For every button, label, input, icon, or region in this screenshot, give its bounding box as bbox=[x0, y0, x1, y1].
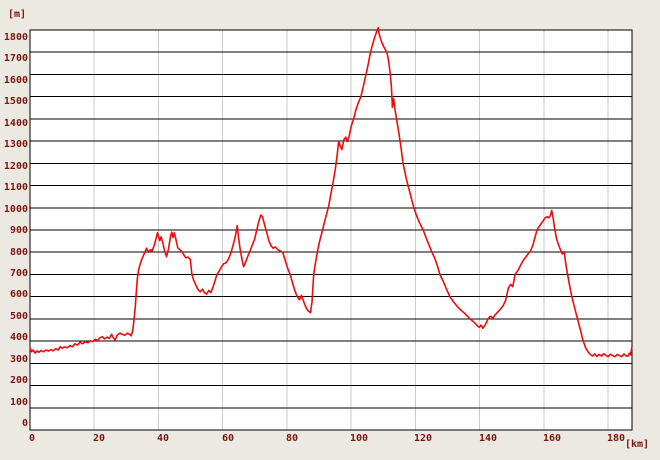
x-tick-label: 0 bbox=[29, 433, 36, 444]
x-tick-label: 20 bbox=[93, 433, 106, 444]
y-tick-label: 1800 bbox=[3, 32, 28, 43]
y-tick-label: 1400 bbox=[3, 118, 28, 129]
elevation-profile-line bbox=[29, 27, 633, 358]
plot-border bbox=[29, 29, 633, 431]
x-tick-label: 140 bbox=[479, 433, 498, 444]
y-tick-label: 100 bbox=[9, 397, 28, 408]
y-tick-label: 300 bbox=[9, 354, 28, 365]
y-tick-label: 1200 bbox=[3, 161, 28, 172]
x-tick-label: 60 bbox=[222, 433, 235, 444]
y-tick-label: 1000 bbox=[3, 204, 28, 215]
x-tick-label: 100 bbox=[350, 433, 369, 444]
y-tick-label: 1100 bbox=[3, 182, 28, 193]
y-tick-label: 0 bbox=[21, 418, 28, 429]
y-tick-label: 1300 bbox=[3, 139, 28, 150]
x-tick-label: 40 bbox=[157, 433, 170, 444]
y-tick-label: 900 bbox=[9, 225, 28, 236]
x-tick-label: 180 bbox=[607, 433, 626, 444]
y-tick-label: 600 bbox=[9, 289, 28, 300]
x-tick-label: 120 bbox=[414, 433, 433, 444]
y-tick-label: 200 bbox=[9, 375, 28, 386]
y-axis-unit-label: [m] bbox=[8, 9, 27, 20]
y-tick-label: 1600 bbox=[3, 75, 28, 86]
y-tick-label: 1500 bbox=[3, 96, 28, 107]
y-tick-label: 400 bbox=[9, 332, 28, 343]
x-tick-label: 160 bbox=[543, 433, 562, 444]
y-tick-label: 1700 bbox=[3, 53, 28, 64]
y-tick-label: 500 bbox=[9, 311, 28, 322]
x-axis-unit-label: [km] bbox=[625, 439, 650, 450]
x-tick-label: 80 bbox=[286, 433, 299, 444]
y-tick-label: 700 bbox=[9, 268, 28, 279]
y-tick-label: 800 bbox=[9, 247, 28, 258]
